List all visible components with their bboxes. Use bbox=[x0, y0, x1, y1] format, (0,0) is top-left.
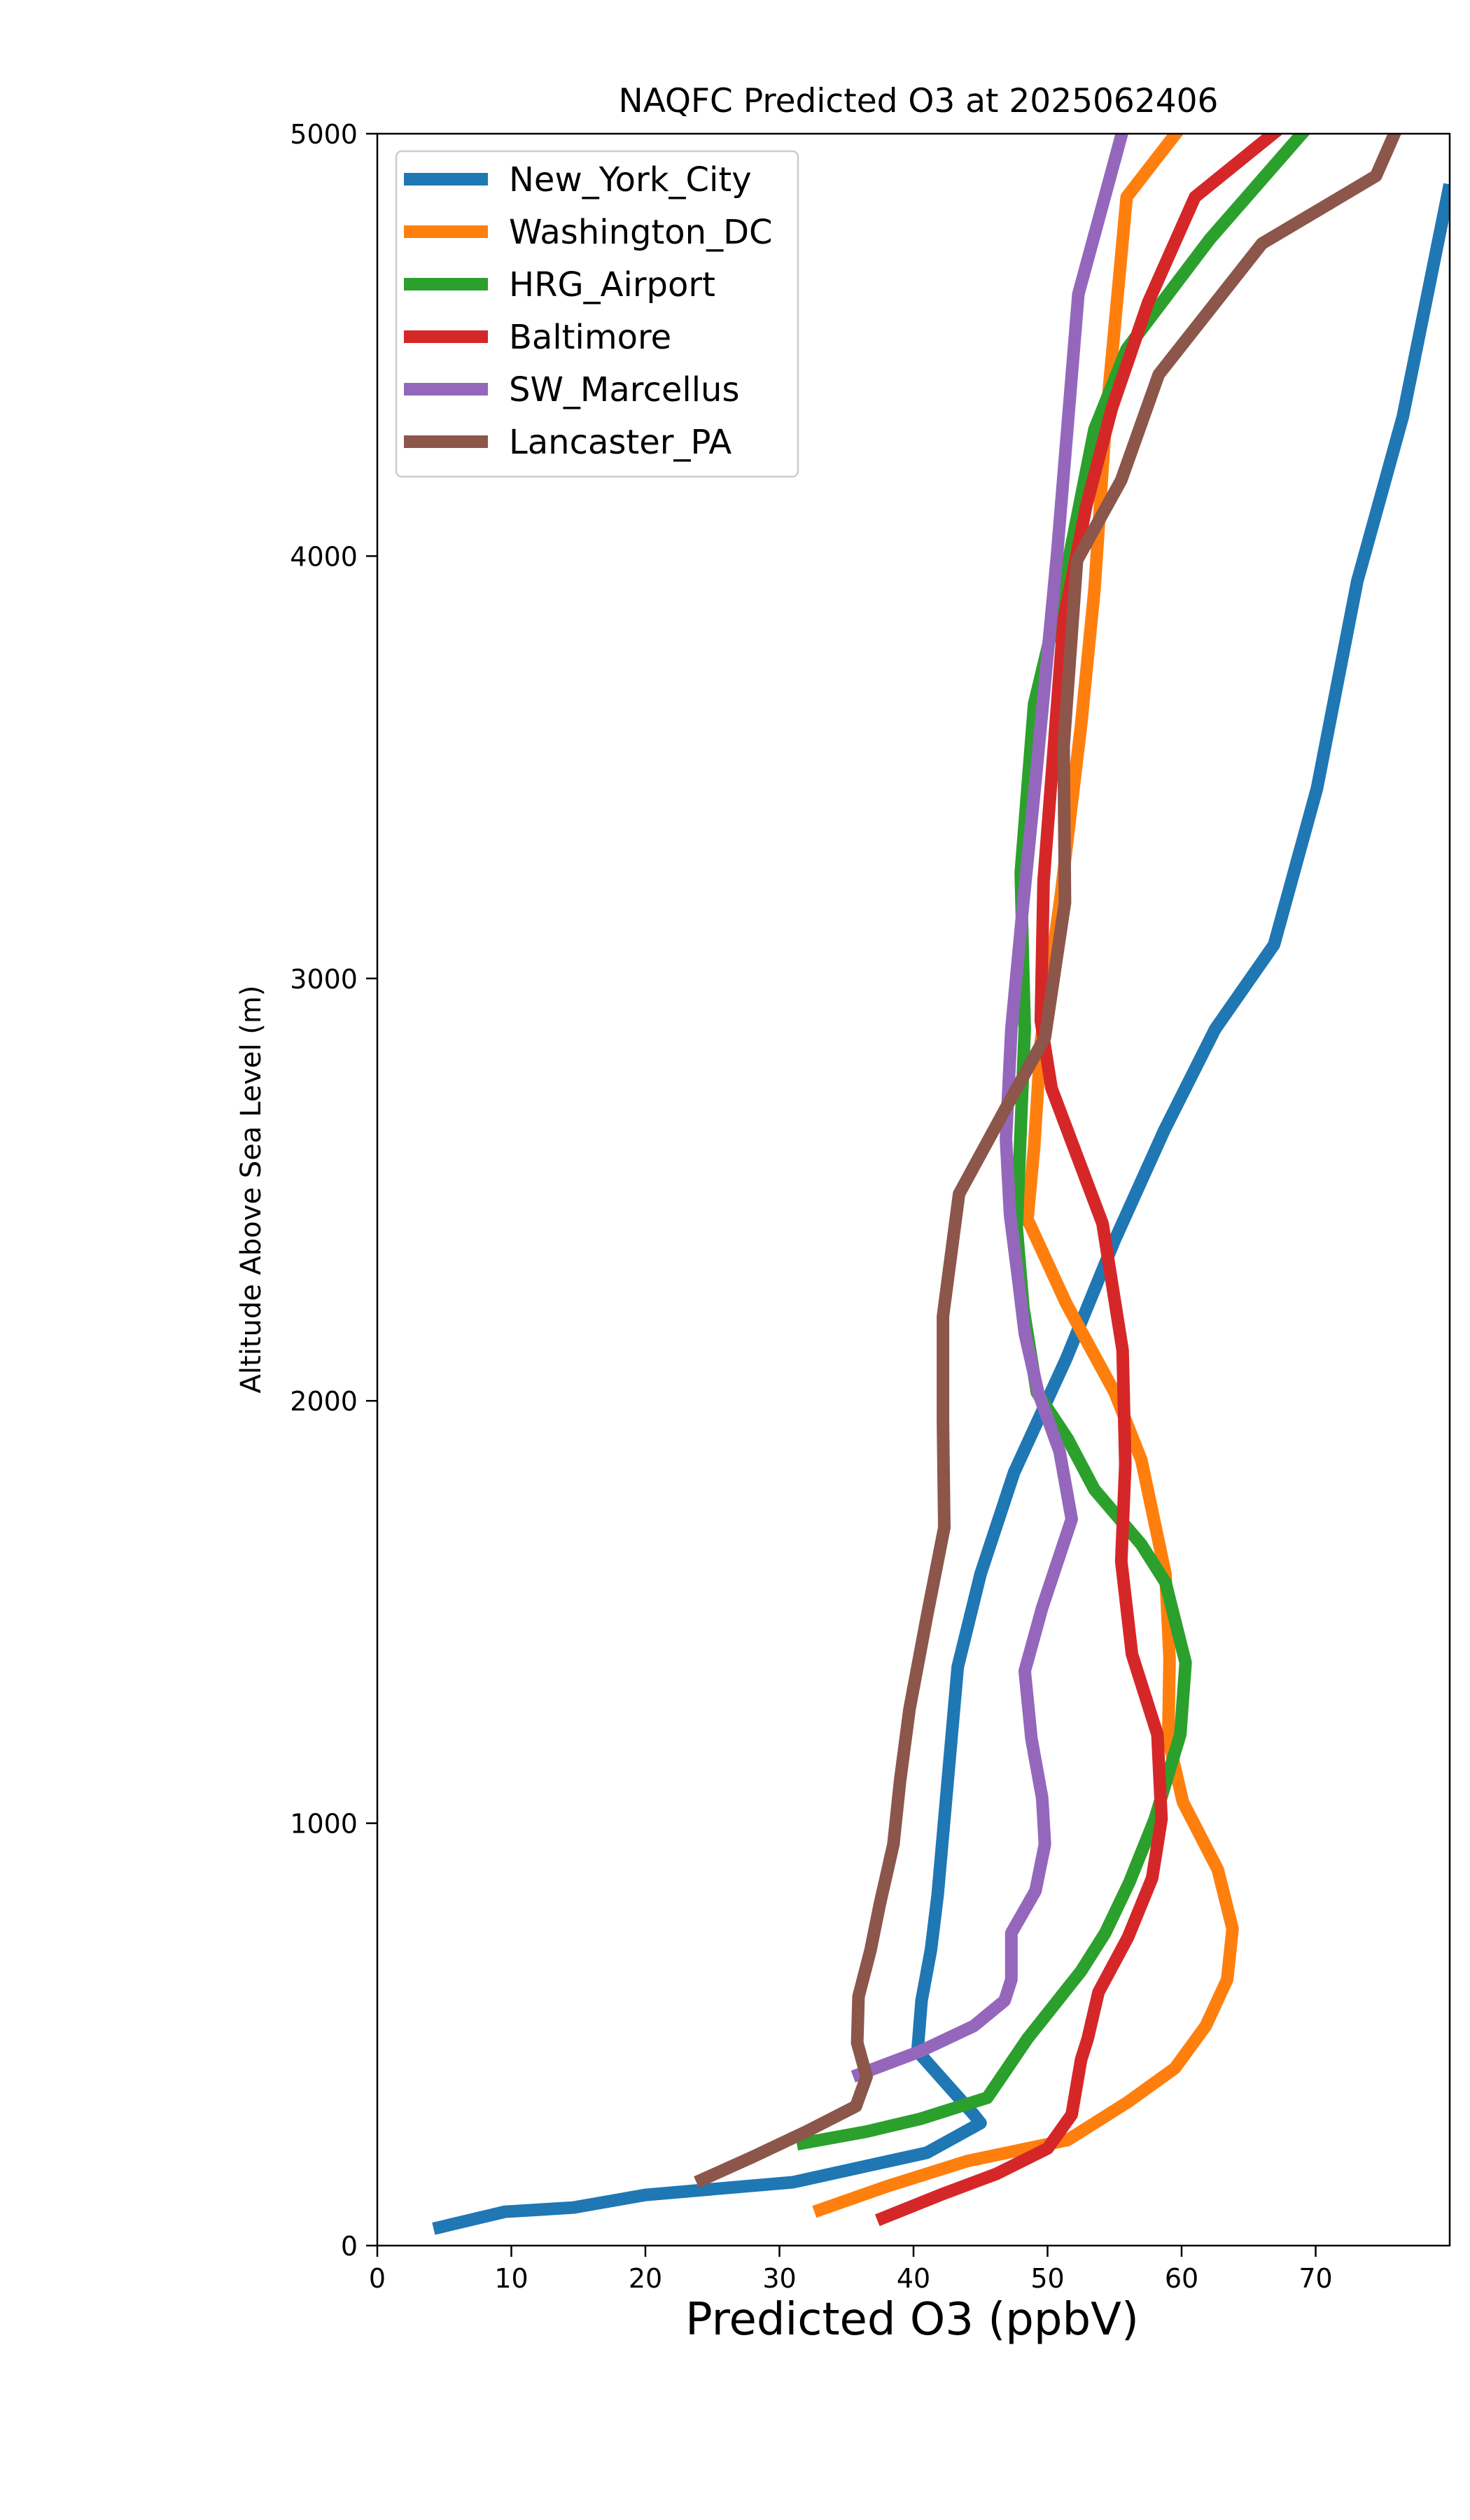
x-tick-label: 60 bbox=[1165, 2263, 1198, 2294]
x-tick-label: 20 bbox=[629, 2263, 662, 2294]
y-tick-label: 2000 bbox=[290, 1386, 358, 1417]
series-line-baltimore bbox=[874, 134, 1284, 2227]
legend-label: Washington_DC bbox=[509, 213, 773, 252]
y-tick-label: 5000 bbox=[290, 119, 358, 150]
y-axis-label: Altitude Above Sea Level (m) bbox=[235, 986, 267, 1394]
series-line-lancaster-pa bbox=[694, 134, 1401, 2188]
x-tick-label: 10 bbox=[494, 2263, 528, 2294]
legend-box bbox=[395, 150, 799, 478]
series-line-sw-marcellus bbox=[850, 134, 1129, 2083]
chart-title: NAQFC Predicted O3 at 2025062406 bbox=[619, 82, 1219, 120]
series-line-new-york-city bbox=[432, 183, 1450, 2235]
legend-label: Baltimore bbox=[509, 318, 671, 357]
legend-label: SW_Marcellus bbox=[509, 370, 739, 410]
plot-lines bbox=[432, 134, 1450, 2235]
y-tick-label: 0 bbox=[341, 2231, 358, 2262]
x-axis: 0 10 20 30 40 50 60 70 bbox=[369, 2246, 1333, 2294]
x-tick-label: 50 bbox=[1030, 2263, 1064, 2294]
legend-label: New_York_City bbox=[509, 160, 752, 200]
x-tick-label: 30 bbox=[762, 2263, 796, 2294]
y-axis: 0 1000 2000 3000 4000 5000 bbox=[290, 119, 377, 2262]
y-tick-label: 3000 bbox=[290, 964, 358, 995]
x-axis-label: Predicted O3 (ppbV) bbox=[685, 2294, 1139, 2346]
legend-label: Lancaster_PA bbox=[509, 423, 732, 462]
x-tick-label: 0 bbox=[369, 2263, 386, 2294]
legend-label: HRG_Airport bbox=[509, 265, 715, 304]
legend: New_York_City Washington_DC HRG_Airport Bal… bbox=[395, 150, 799, 478]
y-tick-label: 1000 bbox=[290, 1809, 358, 1840]
x-tick-label: 70 bbox=[1298, 2263, 1332, 2294]
y-tick-label: 4000 bbox=[290, 541, 358, 572]
x-tick-label: 40 bbox=[897, 2263, 930, 2294]
